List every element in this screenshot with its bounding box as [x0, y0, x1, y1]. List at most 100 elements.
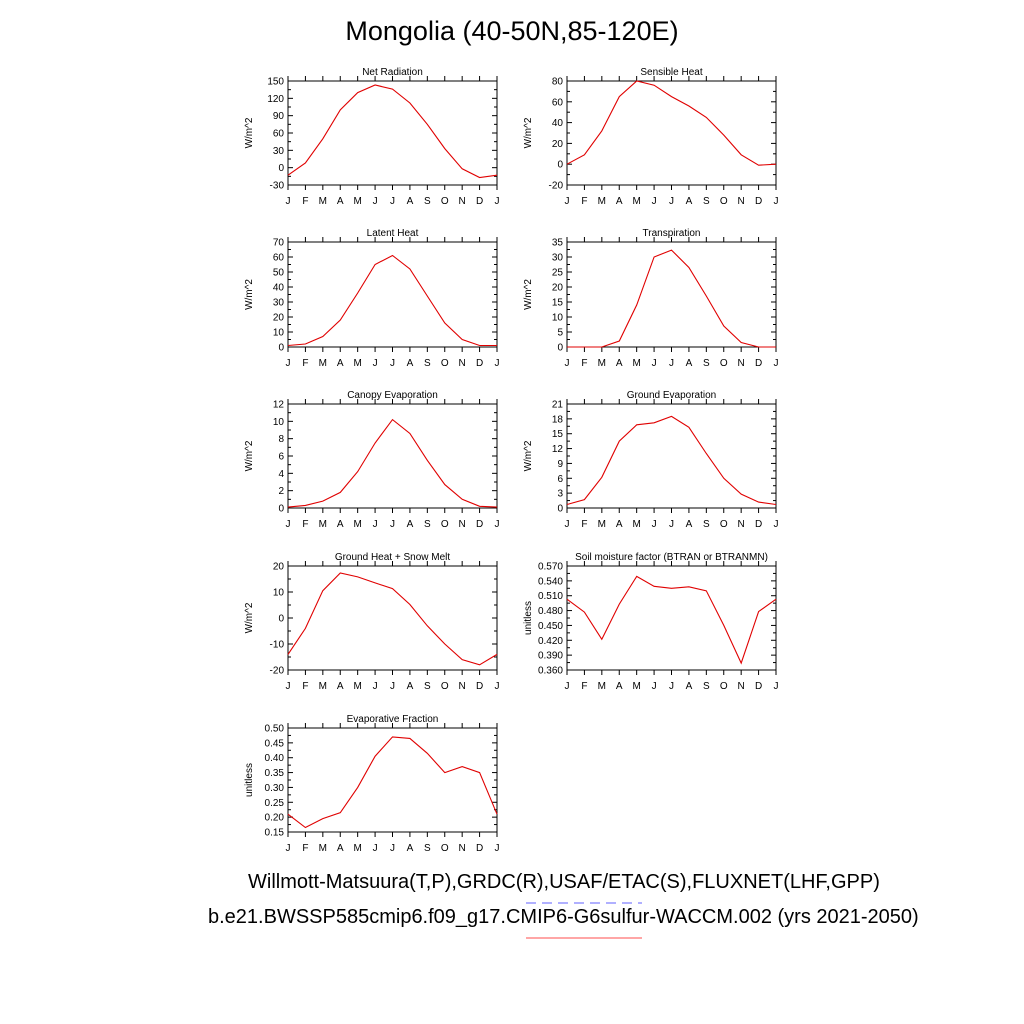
y-tick-label: 8	[278, 434, 284, 445]
y-tick-label: 0.25	[265, 798, 285, 809]
x-tick-label: D	[476, 358, 483, 369]
y-tick-label: 4	[278, 469, 284, 480]
y-tick-label: 0	[278, 343, 284, 354]
panel-title: Net Radiation	[362, 67, 423, 78]
y-tick-label: 0.480	[538, 606, 563, 617]
plot-frame	[287, 565, 498, 671]
x-tick-label: M	[353, 358, 361, 369]
y-tick-label: 0	[557, 160, 563, 171]
y-tick-label: 30	[273, 298, 285, 309]
x-tick-label: D	[476, 196, 483, 207]
y-axis-label: W/m^2	[523, 440, 534, 471]
x-tick-label: J	[373, 519, 378, 530]
y-tick-label: 25	[552, 268, 564, 279]
panel-title: Ground Heat + Snow Melt	[335, 552, 451, 563]
x-tick-label: M	[353, 843, 361, 854]
y-tick-label: 6	[278, 452, 284, 463]
x-tick-label: D	[755, 681, 762, 692]
x-tick-label: M	[319, 519, 327, 530]
x-tick-label: O	[720, 358, 728, 369]
x-tick-label: S	[703, 519, 710, 530]
series-line	[566, 575, 777, 665]
x-tick-label: M	[319, 843, 327, 854]
x-tick-label: M	[353, 519, 361, 530]
y-tick-label: 10	[552, 313, 564, 324]
x-tick-label: J	[652, 358, 657, 369]
x-tick-label: A	[686, 196, 693, 207]
x-tick-label: F	[581, 196, 587, 207]
x-tick-label: D	[476, 681, 483, 692]
plot-frame	[566, 241, 777, 348]
y-tick-label: 0.30	[265, 783, 285, 794]
y-tick-label: 0	[278, 163, 284, 174]
y-tick-label: 35	[552, 238, 564, 249]
x-tick-label: N	[459, 843, 466, 854]
x-tick-label: J	[495, 358, 500, 369]
x-tick-label: D	[755, 358, 762, 369]
panel-title: Ground Evaporation	[627, 390, 717, 401]
x-tick-label: A	[686, 358, 693, 369]
x-tick-label: N	[738, 519, 745, 530]
x-tick-label: F	[302, 681, 308, 692]
series-line	[287, 84, 498, 179]
x-tick-label: A	[407, 843, 414, 854]
x-tick-label: A	[337, 358, 344, 369]
x-tick-label: A	[686, 519, 693, 530]
x-tick-label: F	[581, 358, 587, 369]
y-tick-label: 80	[552, 77, 564, 88]
series-line	[287, 572, 498, 666]
y-tick-label: 30	[552, 253, 564, 264]
x-tick-label: M	[319, 681, 327, 692]
plot-frame	[287, 80, 498, 186]
x-tick-label: J	[652, 519, 657, 530]
x-tick-label: J	[565, 196, 570, 207]
y-tick-label: 12	[552, 444, 564, 455]
y-tick-label: 0.570	[538, 562, 563, 573]
x-tick-label: M	[319, 358, 327, 369]
y-tick-label: 9	[557, 459, 563, 470]
y-tick-label: 40	[273, 283, 285, 294]
y-tick-label: 0.360	[538, 666, 563, 677]
y-tick-label: 6	[557, 474, 563, 485]
x-tick-label: A	[616, 358, 623, 369]
y-tick-label: 5	[557, 328, 563, 339]
x-tick-label: A	[616, 196, 623, 207]
panel-9: Evaporative Fraction unitless 0.15 0.20 0.25…	[244, 714, 500, 854]
x-tick-label: M	[632, 519, 640, 530]
plot-frame	[287, 727, 498, 833]
x-tick-label: J	[390, 681, 395, 692]
x-tick-label: J	[565, 519, 570, 530]
y-tick-label: 60	[552, 97, 564, 108]
y-tick-label: 70	[273, 238, 285, 249]
y-axis-label: W/m^2	[523, 117, 534, 148]
x-tick-label: O	[720, 196, 728, 207]
y-tick-label: 0.450	[538, 621, 563, 632]
y-tick-label: 0.390	[538, 651, 563, 662]
y-axis-label: W/m^2	[244, 279, 255, 310]
x-tick-label: O	[720, 519, 728, 530]
x-tick-label: A	[407, 358, 414, 369]
x-tick-label: J	[495, 843, 500, 854]
x-tick-label: J	[286, 358, 291, 369]
series-line	[287, 736, 498, 829]
x-tick-label: A	[686, 681, 693, 692]
y-tick-label: 20	[552, 283, 564, 294]
x-tick-label: N	[459, 358, 466, 369]
x-tick-label: J	[774, 681, 779, 692]
y-tick-label: 0.40	[265, 753, 285, 764]
y-tick-label: 90	[273, 111, 285, 122]
series-line	[567, 249, 776, 348]
y-tick-label: 30	[273, 146, 285, 157]
y-tick-label: 0.420	[538, 636, 563, 647]
y-tick-label: -20	[270, 666, 285, 677]
panel-7: Ground Heat + Snow Melt W/m^2 -20 -10 0 10 20 J…	[244, 552, 500, 692]
series-line	[566, 80, 777, 166]
x-tick-label: S	[703, 358, 710, 369]
y-tick-label: 15	[552, 298, 564, 309]
y-tick-label: 20	[552, 139, 564, 150]
panel-title: Sensible Heat	[640, 67, 702, 78]
x-tick-label: A	[337, 196, 344, 207]
panel-title: Evaporative Fraction	[347, 714, 439, 725]
x-tick-label: J	[669, 519, 674, 530]
